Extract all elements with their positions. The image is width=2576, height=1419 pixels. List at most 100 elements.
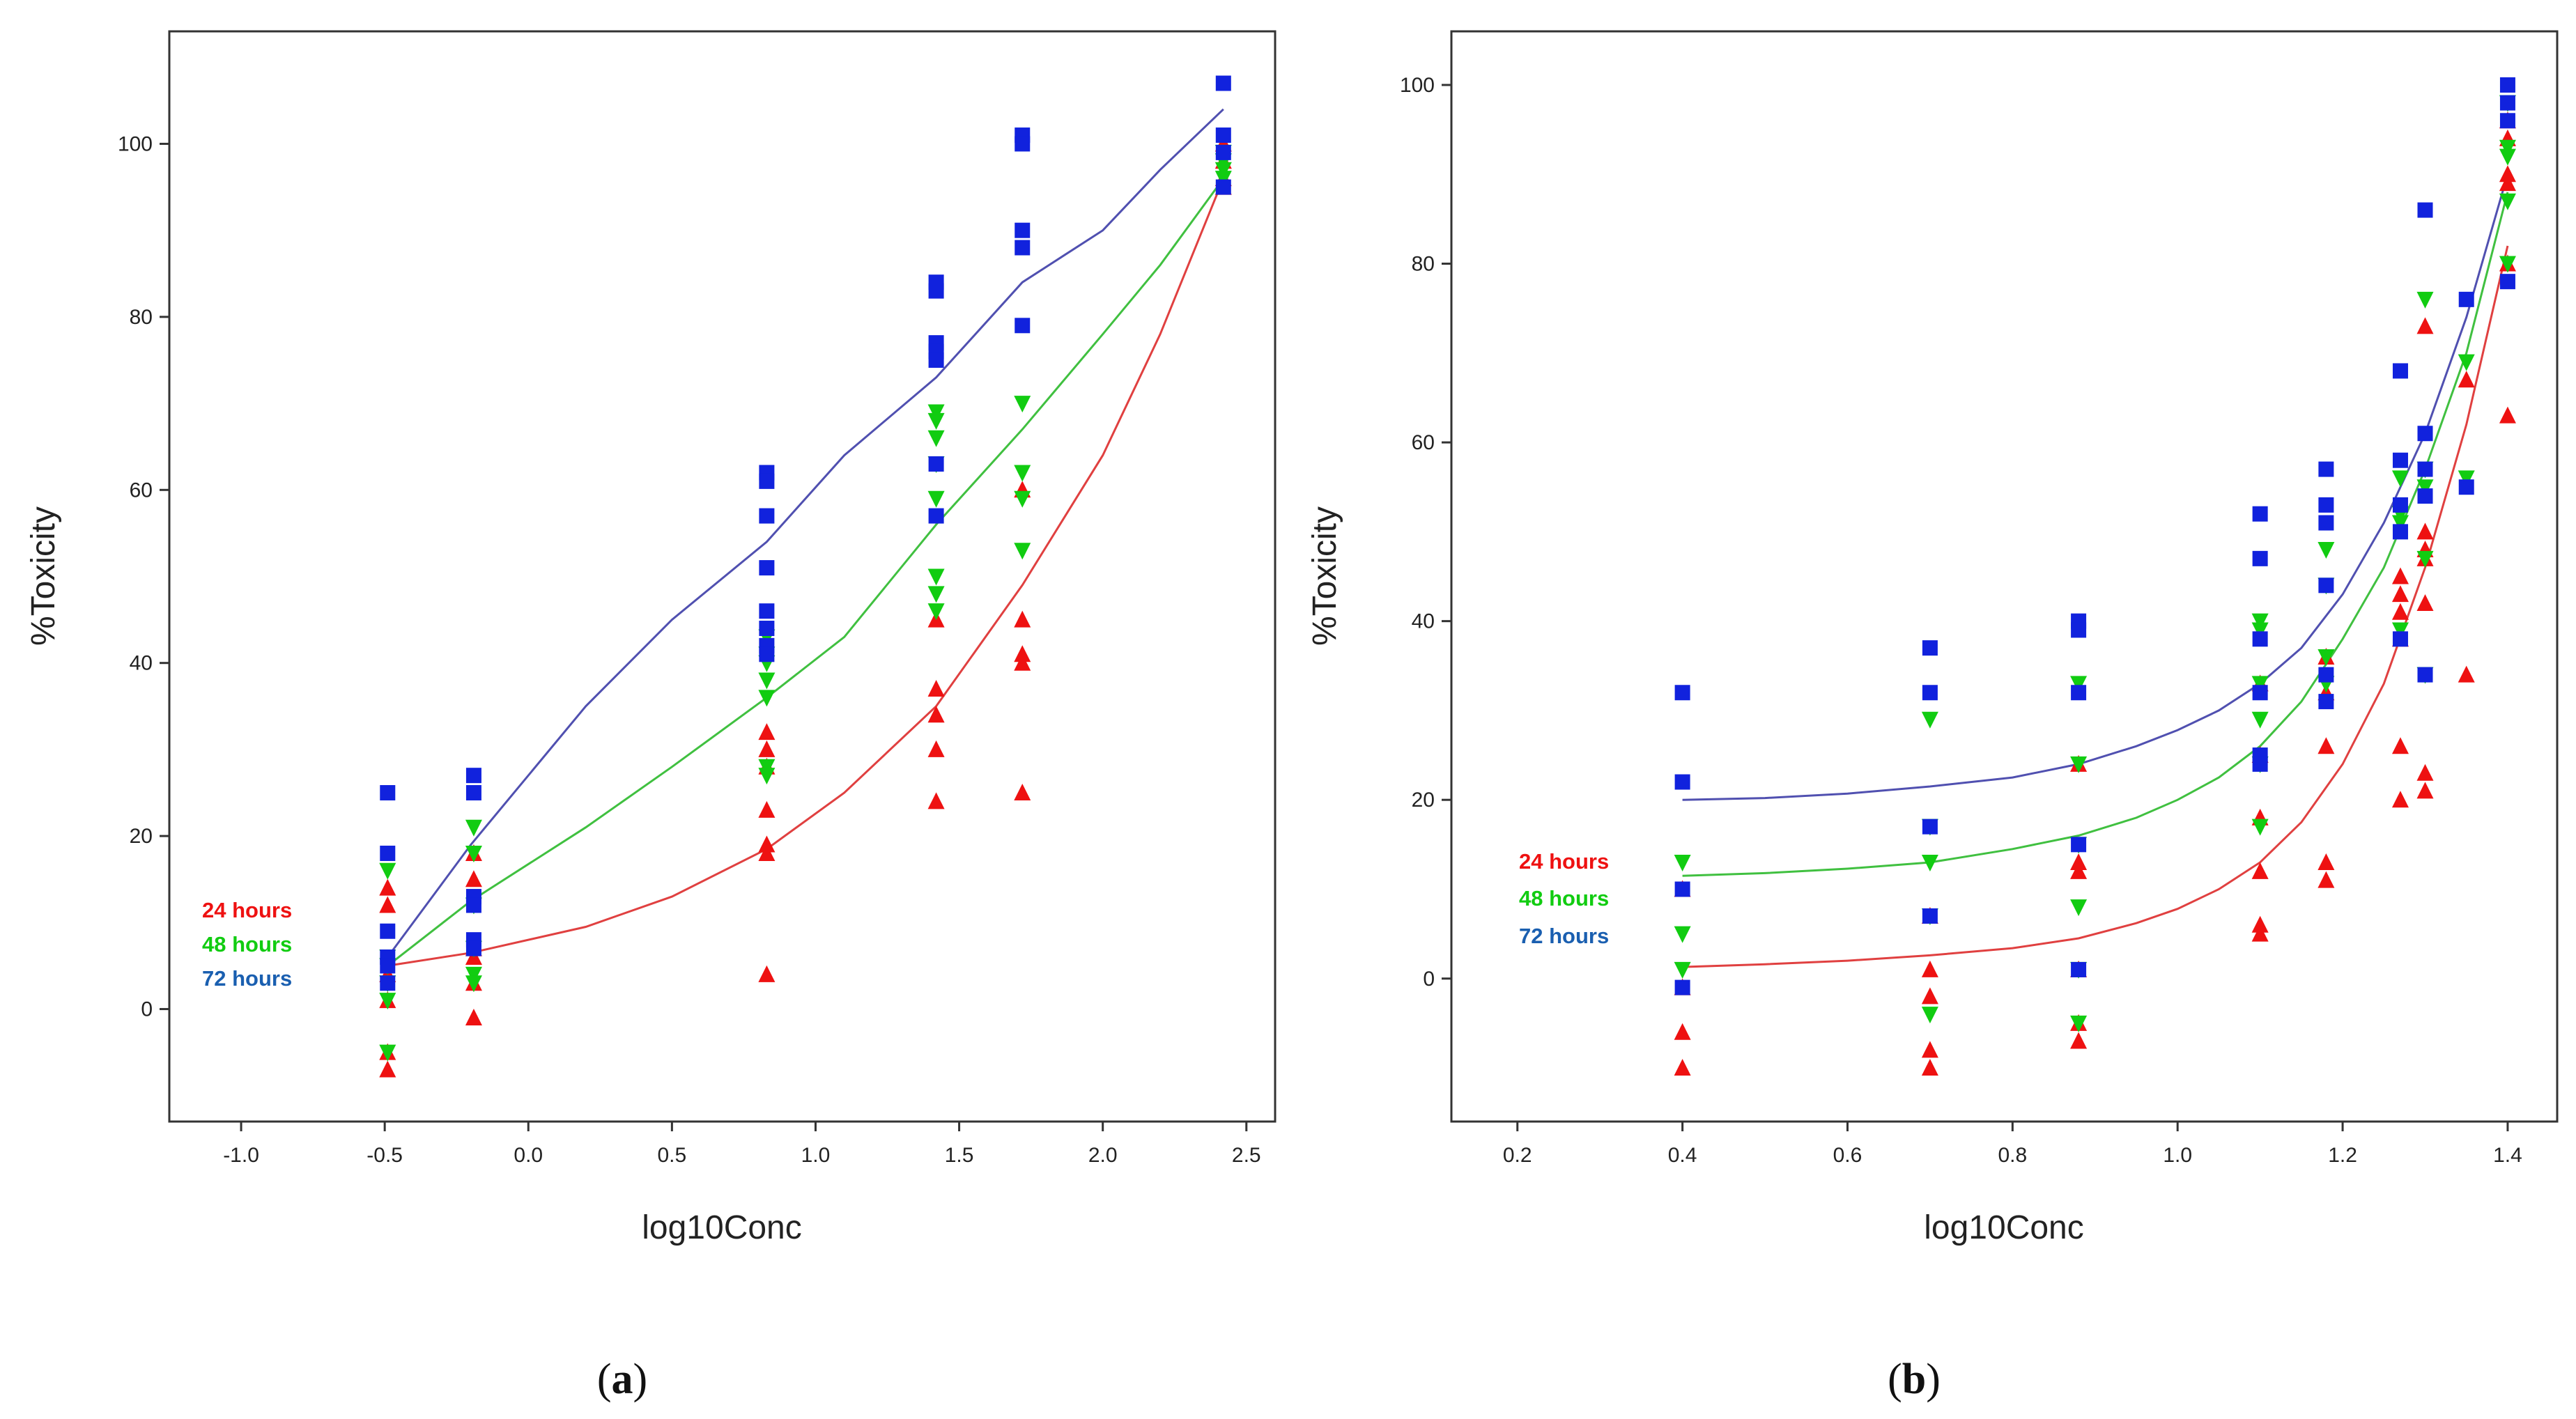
y-ticks-a: 0 20 40 60 80 100 — [118, 132, 169, 1021]
data-point-72-hours — [380, 923, 396, 939]
data-point-48-hours — [2070, 1015, 2088, 1032]
x-tick-label: 0.0 — [514, 1144, 543, 1167]
data-point-48-hours — [927, 412, 945, 430]
data-point-48-hours — [2251, 613, 2269, 630]
x-axis-title-a: log10Conc — [642, 1209, 802, 1246]
data-point-48-hours — [927, 430, 945, 447]
fit-lines-b — [1682, 173, 2509, 968]
plot-frame-a — [168, 30, 1277, 1123]
data-point-48-hours — [2251, 676, 2269, 693]
data-point-24-hours — [2317, 853, 2335, 870]
data-point-72-hours — [2392, 524, 2408, 540]
data-point-72-hours — [2458, 479, 2474, 495]
data-point-48-hours — [758, 672, 776, 690]
data-point-48-hours — [2391, 622, 2409, 639]
data-point-24-hours — [379, 1060, 396, 1078]
data-point-24-hours — [1014, 653, 1031, 671]
data-point-48-hours — [1921, 854, 1938, 871]
x-tick-label: 1.2 — [2328, 1144, 2357, 1167]
data-point-72-hours — [2318, 461, 2334, 477]
data-point-24-hours — [2416, 522, 2434, 540]
data-point-72-hours — [2417, 488, 2433, 504]
data-point-24-hours — [927, 679, 945, 697]
data-point-48-hours — [2499, 139, 2516, 157]
data-point-72-hours — [2252, 550, 2268, 566]
data-point-72-hours — [2499, 95, 2515, 111]
y-tick-label: 40 — [130, 652, 153, 675]
data-point-72-hours — [1215, 75, 1231, 91]
data-point-72-hours — [2318, 497, 2334, 513]
y-ticks-b: 0 20 40 60 80 100 — [1400, 74, 1451, 991]
data-point-48-hours — [2499, 193, 2516, 210]
data-point-48-hours — [927, 586, 945, 603]
data-point-72-hours — [1674, 774, 1690, 790]
data-point-72-hours — [2252, 631, 2268, 647]
data-point-48-hours — [2499, 256, 2516, 273]
data-point-72-hours — [2458, 291, 2474, 307]
x-tick-label: -0.5 — [367, 1144, 403, 1167]
data-point-72-hours — [928, 352, 944, 368]
data-point-72-hours — [1922, 640, 1938, 656]
data-point-24-hours — [2251, 862, 2269, 879]
data-point-24-hours — [2416, 782, 2434, 799]
data-point-72-hours — [759, 603, 775, 619]
data-point-24-hours — [758, 965, 776, 982]
data-point-24-hours — [758, 844, 776, 861]
data-point-72-hours — [380, 845, 396, 861]
data-point-72-hours — [1922, 819, 1938, 835]
plot-frame-b — [1450, 30, 2559, 1123]
data-point-48-hours — [465, 975, 482, 993]
data-point-48-hours — [1214, 162, 1232, 179]
data-point-24-hours — [2416, 317, 2434, 334]
data-point-24-hours — [1014, 784, 1031, 801]
data-point-24-hours — [1674, 1023, 1691, 1040]
data-point-24-hours — [1921, 1041, 1938, 1058]
y-tick-label: 60 — [130, 479, 153, 502]
data-point-48-hours — [2070, 756, 2088, 773]
x-tick-label: 0.5 — [658, 1144, 687, 1167]
data-point-24-hours — [1921, 960, 1938, 977]
data-point-48-hours — [2416, 479, 2434, 497]
data-point-48-hours — [379, 862, 396, 880]
data-point-72-hours — [2318, 667, 2334, 683]
data-point-72-hours — [1015, 222, 1031, 238]
data-point-24-hours — [2499, 406, 2516, 424]
data-point-48-hours — [2251, 819, 2269, 836]
data-point-72-hours — [1015, 240, 1031, 256]
fit-line-48-hours — [1682, 192, 2509, 877]
data-point-24-hours — [379, 896, 396, 913]
y-tick-label: 0 — [141, 998, 153, 1021]
data-point-72-hours — [380, 785, 396, 801]
x-tick-label: 1.0 — [2163, 1144, 2192, 1167]
data-point-72-hours — [2392, 363, 2408, 379]
x-tick-label: 1.0 — [801, 1144, 831, 1167]
legend-b: 24 hours 48 hours 72 hours — [1519, 849, 1609, 948]
data-point-72-hours — [2417, 202, 2433, 218]
data-point-48-hours — [1214, 171, 1232, 188]
data-point-72-hours — [2499, 274, 2515, 290]
y-tick-label: 0 — [1423, 968, 1435, 991]
data-point-72-hours — [2499, 77, 2515, 93]
data-point-48-hours — [2317, 649, 2335, 666]
legend-label-24h-a: 24 hours — [202, 898, 292, 922]
y-axis-title-a: %Toxicity — [25, 506, 62, 646]
data-point-24-hours — [2458, 371, 2475, 388]
data-point-72-hours — [2071, 837, 2087, 853]
data-point-24-hours — [2251, 924, 2269, 942]
x-tick-label: 0.8 — [1998, 1144, 2027, 1167]
data-point-24-hours — [2317, 737, 2335, 754]
data-point-48-hours — [465, 966, 482, 984]
data-point-48-hours — [2251, 622, 2269, 639]
data-point-72-hours — [1922, 685, 1938, 701]
data-point-24-hours — [2499, 165, 2516, 183]
data-point-48-hours — [2416, 291, 2434, 309]
data-point-72-hours — [380, 958, 396, 974]
data-point-72-hours — [2252, 756, 2268, 772]
data-point-24-hours — [758, 835, 776, 853]
data-point-72-hours — [465, 897, 481, 913]
data-point-72-hours — [2392, 631, 2408, 647]
data-point-24-hours — [2317, 871, 2335, 888]
data-point-72-hours — [759, 508, 775, 524]
